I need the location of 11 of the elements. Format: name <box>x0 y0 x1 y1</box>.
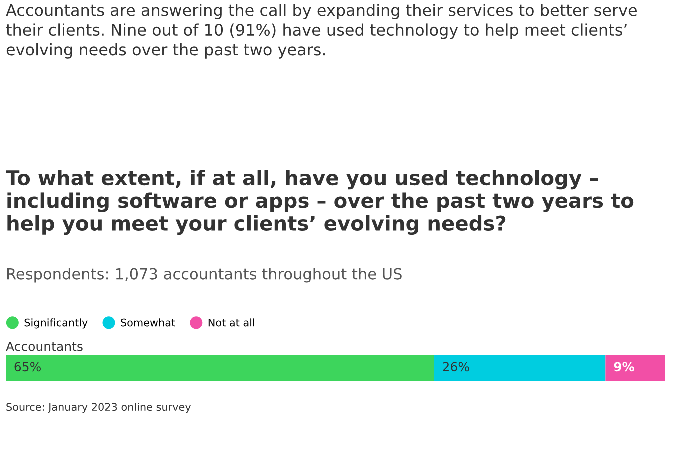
y-tick-label: Accountants <box>6 342 83 352</box>
text: Accountants are answering the call by expanding their services to better serve their clients. Nine out of 10 (91%) have used technology to help meet clients’ evolving needs over the past two years. <box>6 4 637 59</box>
legend-label: Not at all <box>208 318 254 327</box>
data-label: 9% <box>614 362 634 372</box>
legend-label: Somewhat <box>121 318 176 327</box>
data-label: 26% <box>443 362 470 372</box>
legend-label: Significantly <box>24 318 88 329</box>
chart-subtitle: Respondents: 1,073 accountants throughout the US <box>8 268 402 283</box>
source-note: Source: January 2023 online survey <box>6 403 192 414</box>
data-label: 65% <box>14 362 41 372</box>
chart-title: To what extent, if at all, have you used technology – including software or apps – over the past two years to help you meet your clients’ evolving needs? <box>6 170 634 236</box>
